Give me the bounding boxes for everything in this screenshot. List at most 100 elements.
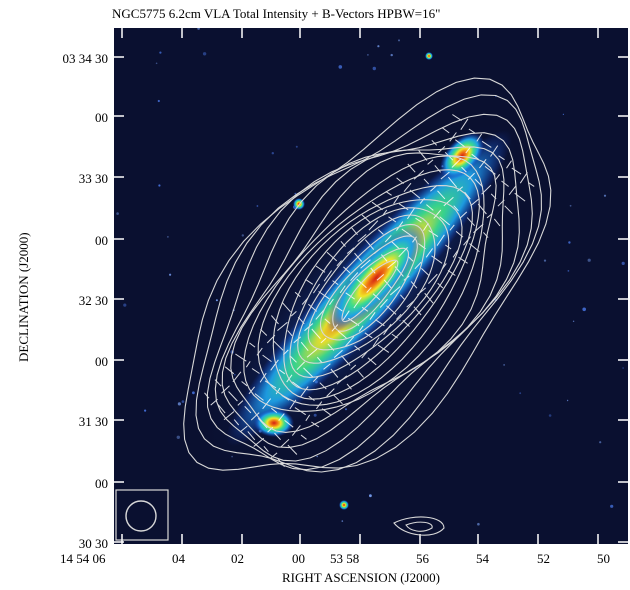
b-vector [224, 366, 235, 375]
b-vector [247, 431, 256, 441]
b-vector [401, 228, 413, 237]
b-vector [330, 368, 339, 378]
point-source [425, 52, 433, 60]
b-vector [483, 232, 489, 238]
b-vector [448, 176, 458, 188]
contour-line [307, 223, 426, 351]
b-vector [440, 171, 450, 180]
b-vector [287, 330, 293, 337]
b-vector [443, 196, 454, 207]
star [215, 299, 218, 302]
b-vector [237, 400, 244, 406]
axis-ticks [114, 28, 628, 544]
b-vector [244, 406, 252, 414]
b-vector [384, 235, 392, 243]
star [169, 273, 172, 276]
b-vector [395, 221, 404, 231]
b-vector [241, 381, 248, 387]
b-vector [250, 412, 260, 421]
b-vector [364, 239, 375, 250]
b-vector [456, 186, 464, 192]
b-vector [387, 260, 397, 269]
b-vector [324, 318, 331, 324]
b-vector [269, 452, 278, 459]
star [155, 62, 158, 65]
x-tick-label: 02 [231, 551, 244, 566]
b-vector [263, 445, 269, 453]
b-vector [300, 341, 309, 352]
b-vector [346, 247, 355, 254]
b-vector [333, 349, 343, 358]
b-vector [346, 383, 352, 390]
b-vector [358, 325, 364, 332]
star [123, 303, 127, 307]
star [543, 259, 547, 262]
b-vector [376, 274, 385, 281]
star [567, 270, 570, 272]
b-vector [240, 425, 248, 433]
star [202, 52, 207, 56]
star [603, 194, 607, 197]
b-vector [490, 145, 499, 157]
b-vector [528, 182, 535, 187]
b-vector [253, 437, 265, 447]
b-vector [427, 159, 434, 165]
b-vector [323, 363, 331, 370]
b-vector [449, 132, 457, 142]
b-vector [398, 203, 409, 211]
star [377, 45, 380, 48]
beam-box [115, 489, 169, 541]
b-vector [254, 393, 264, 401]
b-vector [267, 426, 274, 433]
y-tick-label: 31 30 [78, 414, 108, 429]
star [548, 414, 552, 417]
y-axis-label: DECLINATION (J2000) [16, 232, 31, 362]
b-vector [504, 205, 513, 215]
intensity-contours [183, 77, 552, 473]
b-vector [391, 333, 398, 339]
b-vector [315, 309, 325, 320]
b-vector [204, 392, 210, 399]
b-vector [396, 313, 402, 320]
star [241, 234, 244, 237]
y-tick-label: 00 [95, 233, 108, 248]
b-vector [508, 185, 517, 196]
b-vector [357, 234, 367, 242]
b-vector [287, 444, 298, 455]
b-vector [305, 414, 311, 422]
b-vector [493, 218, 501, 227]
y-tick-label: 32 30 [78, 293, 108, 308]
contour-line [195, 94, 542, 473]
star [519, 392, 522, 395]
b-vector [271, 315, 279, 325]
x-tick-label: 54 [476, 551, 489, 566]
star [569, 204, 572, 207]
star [369, 494, 372, 498]
y-tick-label: 00 [95, 354, 108, 369]
b-vector [449, 224, 455, 231]
b-vector [419, 197, 425, 204]
b-vector [228, 391, 238, 402]
contour-line [283, 199, 463, 391]
b-vector [343, 266, 351, 274]
b-vector [281, 301, 291, 313]
b-vector [278, 369, 286, 375]
y-tick-label: 00 [95, 110, 108, 125]
b-vector [439, 216, 451, 226]
x-tick-label: 50 [597, 551, 610, 566]
star [390, 53, 393, 57]
star [271, 152, 274, 155]
star [338, 65, 343, 69]
b-vector [332, 394, 343, 405]
contour-line [289, 207, 450, 378]
contour-line [206, 113, 533, 471]
b-vector [368, 220, 379, 231]
b-vector [316, 356, 323, 363]
b-vector [464, 191, 471, 200]
b-vector [377, 229, 384, 235]
contour-line [183, 77, 552, 471]
b-vector [437, 190, 446, 200]
b-vector [407, 256, 414, 262]
star [176, 435, 180, 439]
star [572, 320, 575, 322]
